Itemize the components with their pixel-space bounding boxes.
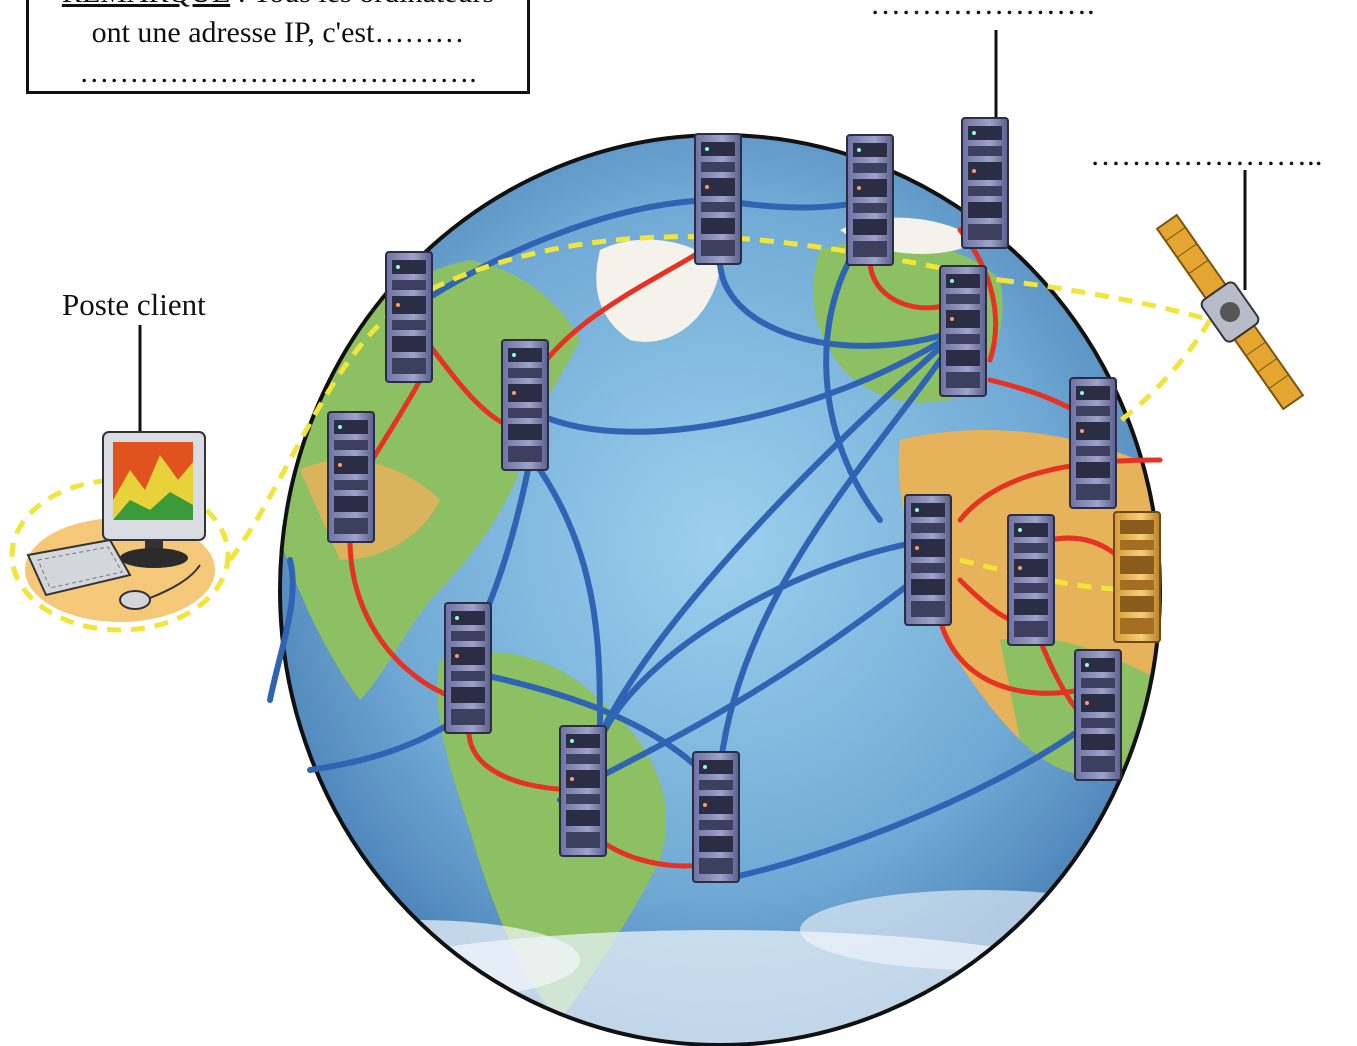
satellite-blank-label: ………………….. xyxy=(1090,137,1323,172)
remark-title: REMARQUE xyxy=(62,0,230,9)
satellite-icon xyxy=(1155,213,1305,411)
server-blank-label: …………………. xyxy=(870,0,1095,21)
remark-box: REMARQUE : Tous les ordinateurs ont une … xyxy=(26,0,530,94)
remark-line2: ont une adresse IP, c'est……… xyxy=(91,16,465,49)
computer-icon xyxy=(25,431,215,622)
remark-line1: : Tous les ordinateurs xyxy=(230,0,494,9)
remark-line3: …………………………………. xyxy=(79,56,477,89)
client-label: Poste client xyxy=(62,287,206,322)
pointer-lines xyxy=(138,30,1247,450)
